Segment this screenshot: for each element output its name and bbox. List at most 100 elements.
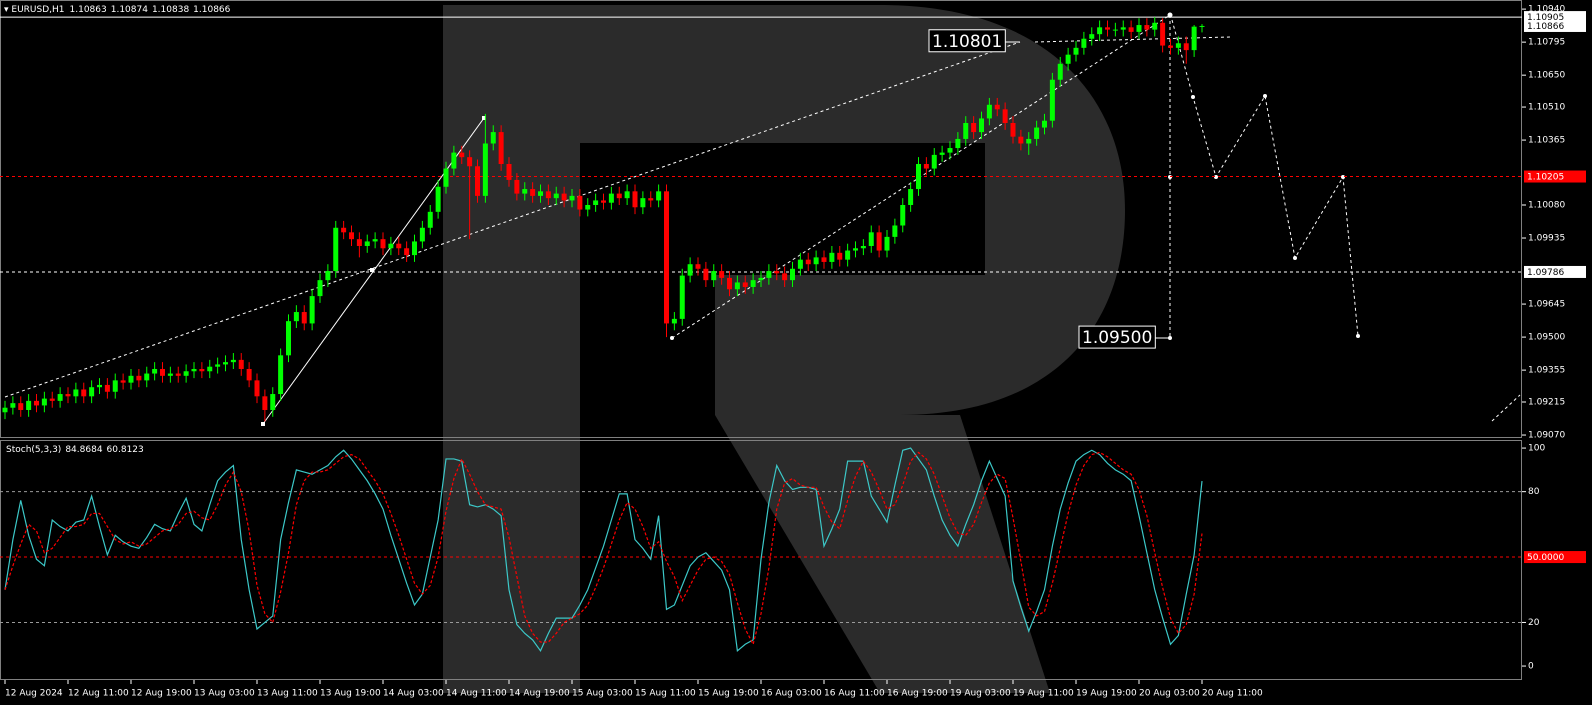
candle-body	[1175, 43, 1181, 48]
candle-body	[640, 198, 646, 208]
marker	[482, 116, 486, 120]
candle-body	[89, 387, 95, 397]
candle-body	[853, 248, 858, 251]
candle-body	[593, 200, 599, 205]
x-tick-label: 19 Aug 03:00	[950, 689, 1011, 699]
price-level-label: 1.09786	[1527, 268, 1564, 278]
trend-line	[4, 41, 1021, 398]
candle-body	[325, 271, 331, 281]
candle-body	[868, 232, 874, 246]
y-tick-label: 1.09500	[1528, 333, 1565, 343]
candle-body	[1144, 25, 1150, 30]
chart-header: ▾ EURUSD,H1 1.10863 1.10874 1.10838 1.10866	[4, 5, 231, 15]
candle-body	[790, 268, 795, 281]
candle-body	[246, 368, 252, 381]
candle-body	[797, 259, 803, 269]
candle-body	[1018, 136, 1024, 144]
candle-body	[467, 157, 473, 167]
y-tick-label: 1.09215	[1528, 398, 1565, 408]
candle-body	[561, 193, 567, 201]
candle-body	[1034, 127, 1040, 139]
candle-body	[254, 380, 260, 397]
x-tick-label: 19 Aug 11:00	[1013, 689, 1074, 699]
candle-body	[1010, 122, 1016, 137]
candle-body	[908, 189, 914, 205]
candle-body	[986, 104, 992, 119]
indicator-y-tick-label: 80	[1528, 487, 1540, 497]
candle-body	[963, 122, 969, 139]
candle-body	[191, 368, 197, 372]
candle-body	[498, 132, 504, 164]
candle-body	[1152, 22, 1158, 30]
candle-body	[396, 243, 402, 249]
candle-body	[490, 132, 496, 144]
trend-line	[1034, 36, 1231, 43]
x-tick-label: 12 Aug 2024	[5, 689, 63, 699]
candle-body	[73, 389, 79, 397]
price-level-label: 1.10205	[1527, 173, 1564, 183]
candle-body	[309, 296, 315, 324]
candle-body	[41, 398, 47, 406]
candle-body	[262, 396, 268, 410]
candle-body	[104, 384, 110, 392]
marker	[670, 336, 674, 340]
candle-body	[671, 318, 677, 324]
candle-body	[1199, 25, 1205, 27]
marker	[1293, 256, 1297, 260]
candle-body	[286, 321, 291, 356]
marker	[1167, 12, 1173, 18]
open-value: 1.10863	[70, 5, 107, 15]
x-tick-label: 15 Aug 03:00	[572, 689, 633, 699]
candle-body	[1057, 63, 1063, 80]
candle-body	[372, 239, 378, 242]
indicator-name: Stoch(5,3,3)	[6, 445, 61, 455]
candle-body	[845, 250, 851, 260]
candle-body	[805, 259, 811, 265]
y-tick-label: 1.09355	[1528, 366, 1565, 376]
candle-body	[293, 312, 299, 322]
plot: 1.09070 1.09215 1.09355 1.09500 1.09645 1.099…	[0, 5, 1586, 699]
x-tick-label: 20 Aug 03:00	[1139, 689, 1200, 699]
candle-body	[2, 407, 8, 413]
candle-body	[1097, 27, 1103, 35]
candle-body	[616, 193, 622, 199]
candle-body	[435, 186, 441, 212]
candle-body	[829, 252, 835, 262]
y-tick-label: 1.09070	[1528, 431, 1565, 441]
indicator-header: Stoch(5,3,3) 84.8684 60.8123	[6, 445, 144, 455]
candle-body	[167, 373, 173, 376]
indicator-level-label: 50.0000	[1527, 553, 1564, 563]
x-tick-label: 16 Aug 03:00	[761, 689, 822, 699]
candle-body	[1081, 38, 1087, 48]
candle-body	[821, 257, 827, 262]
candle-body	[876, 232, 882, 251]
marker	[1263, 94, 1267, 98]
candle-body	[884, 236, 890, 251]
candle-body	[648, 198, 654, 201]
candle-body	[160, 368, 165, 376]
current-price-label: 1.10866	[1527, 22, 1564, 32]
candle-body	[207, 366, 213, 372]
y-tick-label: 1.09645	[1528, 300, 1565, 310]
candle-body	[719, 271, 725, 278]
candle-body	[215, 364, 221, 367]
d-value: 60.8123	[107, 445, 144, 455]
candle-body	[632, 191, 638, 208]
candle-body	[923, 163, 929, 169]
candle-body	[183, 371, 189, 376]
low-value: 1.10838	[152, 5, 189, 15]
candle-body	[750, 280, 756, 287]
candle-body	[1049, 79, 1055, 121]
candle-body	[278, 355, 284, 395]
candle-body	[782, 273, 788, 281]
y-tick-label: 1.10940	[1528, 5, 1565, 15]
candle-body	[1073, 47, 1079, 55]
indicator-line	[4, 451, 1203, 646]
candle-body	[451, 152, 457, 169]
marker	[1341, 175, 1345, 179]
candle-body	[341, 227, 347, 233]
logo-stem	[443, 5, 580, 693]
x-tick-label: 14 Aug 03:00	[383, 689, 444, 699]
candle-body	[1120, 27, 1126, 30]
